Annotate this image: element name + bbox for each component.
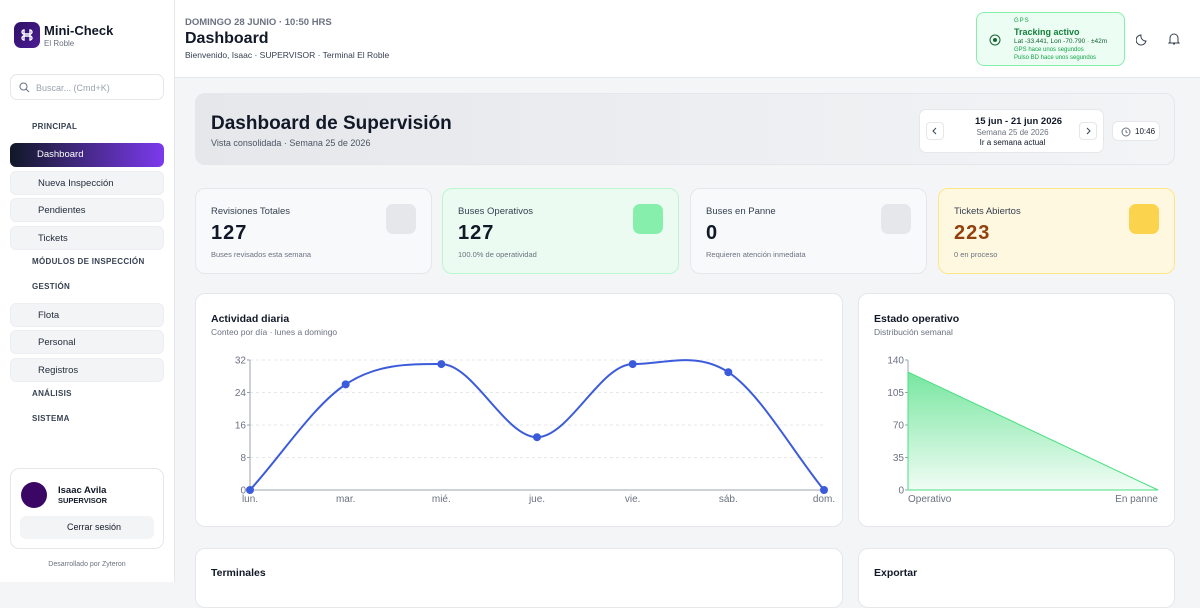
db-seen: Pulso BD hace unos segundos (1014, 55, 1097, 61)
gps-tracking: Tracking activo (1014, 27, 1080, 37)
stat-card: Buses Operativos 127 100.0% de operativida… (442, 188, 679, 274)
prev-week[interactable] (926, 122, 944, 140)
status-card: Estado operativo Distribución semanal (858, 293, 1175, 527)
sidebar: Mini-Check El Roble Buscar... (Cmd+K) PR… (0, 0, 175, 582)
stat-card: Revisiones Totales 127 Buses revisados est… (195, 188, 432, 274)
brand-location: El Roble (44, 39, 75, 48)
chart-title: Estado operativo (874, 313, 960, 325)
stat-label: Revisiones Totales (211, 206, 291, 217)
stat-card: Tickets Abiertos 223 0 en proceso (938, 188, 1175, 274)
search[interactable]: Buscar... (Cmd+K) (10, 74, 164, 100)
stat-label: Buses Operativos (458, 206, 533, 217)
section-title: Terminales (211, 567, 266, 579)
banner: Dashboard de Supervisión Vista consolida… (195, 93, 1175, 165)
time: 10:46 (1135, 127, 1156, 136)
stat-note: 0 en proceso (954, 250, 998, 259)
nav-item[interactable]: Dashboard (10, 143, 164, 167)
nav-section[interactable]: MÓDULOS DE INSPECCIÓN (32, 256, 145, 266)
avatar (21, 482, 47, 508)
top-bar: DOMINGO 28 JUNIO · 10:50 HRS Dashboard B… (175, 0, 1200, 78)
week-range: 15 jun - 21 jun 2026 (974, 116, 1063, 127)
stat-value: 127 (211, 222, 248, 244)
stat-note: Requieren atención inmediata (706, 250, 806, 259)
gps-coords: Lat -33.441, Lon -70.790 · ±42m (1014, 38, 1108, 45)
terminals-card: Terminales (195, 548, 843, 608)
nav-section[interactable]: PRINCIPAL (32, 122, 78, 131)
prev-icon (932, 127, 937, 135)
gps-status: GPS Tracking activo Lat -33.441, Lon -70… (976, 12, 1125, 66)
stat-note: Buses revisados esta semana (211, 250, 312, 259)
logo (14, 22, 40, 48)
nav-item[interactable]: Flota (10, 302, 164, 327)
search-icon (19, 82, 30, 93)
logo-icon (21, 29, 33, 41)
brand: Mini-Check (44, 23, 114, 38)
chart-subtitle: Conteo por día · lunes a domingo (211, 327, 338, 337)
logout-label: Cerrar sesión (66, 522, 122, 532)
week-number: Semana 25 de 2026 (976, 128, 1049, 137)
week-selector: 15 jun - 21 jun 2026 Semana 25 de 2026 I… (919, 109, 1104, 153)
banner-subtitle: Vista consolidada · Semana 25 de 2026 (211, 138, 371, 148)
export-card: Exportar (858, 548, 1175, 608)
stat-card: Buses en Panne 0 Requieren atención inmedi… (690, 188, 927, 274)
stat-label: Buses en Panne (706, 206, 776, 217)
page-title: Dashboard (185, 30, 269, 47)
footer: Desarrollado por Zyteron (48, 561, 126, 568)
time-pill: 10:46 (1112, 121, 1160, 141)
stat-value: 127 (458, 222, 495, 244)
nav-item[interactable]: Tickets (10, 225, 164, 250)
stat-value: 0 (706, 222, 719, 244)
nav-section[interactable]: ANÁLISIS (32, 388, 72, 398)
nav-item[interactable]: Pendientes (10, 198, 164, 222)
activity-card: Actividad diaria Conteo por día · lunes … (195, 293, 843, 527)
nav-item[interactable]: Personal (10, 330, 164, 354)
stat-note: 100.0% de operatividad (458, 250, 537, 259)
logout-button[interactable]: Cerrar sesión (20, 516, 154, 539)
search-placeholder: Buscar... (Cmd+K) (36, 83, 110, 93)
chart-subtitle: Distribución semanal (874, 327, 953, 337)
chart-title: Actividad diaria (211, 313, 290, 325)
nav-section[interactable]: SISTEMA (32, 413, 70, 423)
nav-item[interactable]: Nueva Inspección (10, 170, 164, 195)
stat-icon (1129, 204, 1159, 234)
nav-item[interactable]: Registros (10, 357, 164, 382)
nav-section[interactable]: GESTIÓN (32, 281, 71, 291)
next-week[interactable] (1079, 122, 1097, 140)
user-card: Isaac Avila SUPERVISOR Cerrar sesión (10, 468, 164, 549)
notifications[interactable] (1167, 32, 1181, 46)
clock-icon (1121, 127, 1131, 137)
gps-label: GPS (1014, 18, 1030, 24)
date: DOMINGO 28 JUNIO · 10:50 HRS (185, 17, 332, 28)
stat-label: Tickets Abiertos (954, 206, 1021, 217)
banner-title: Dashboard de Supervisión (211, 113, 452, 134)
stat-value: 223 (954, 222, 991, 244)
theme-toggle[interactable] (1136, 32, 1150, 46)
gps-seen: GPS hace unos segundos (1014, 47, 1084, 53)
stat-icon (633, 204, 663, 234)
next-icon (1086, 127, 1091, 135)
user-role: SUPERVISOR (58, 496, 108, 505)
gps-icon (989, 34, 1001, 46)
user-name: Isaac Avila (58, 485, 107, 496)
current-week-link[interactable]: Ir a semana actual (979, 138, 1046, 147)
stat-icon (881, 204, 911, 234)
section-title: Exportar (874, 567, 918, 579)
welcome: Bienvenido, Isaac · SUPERVISOR · Termina… (185, 50, 390, 60)
stat-icon (386, 204, 416, 234)
